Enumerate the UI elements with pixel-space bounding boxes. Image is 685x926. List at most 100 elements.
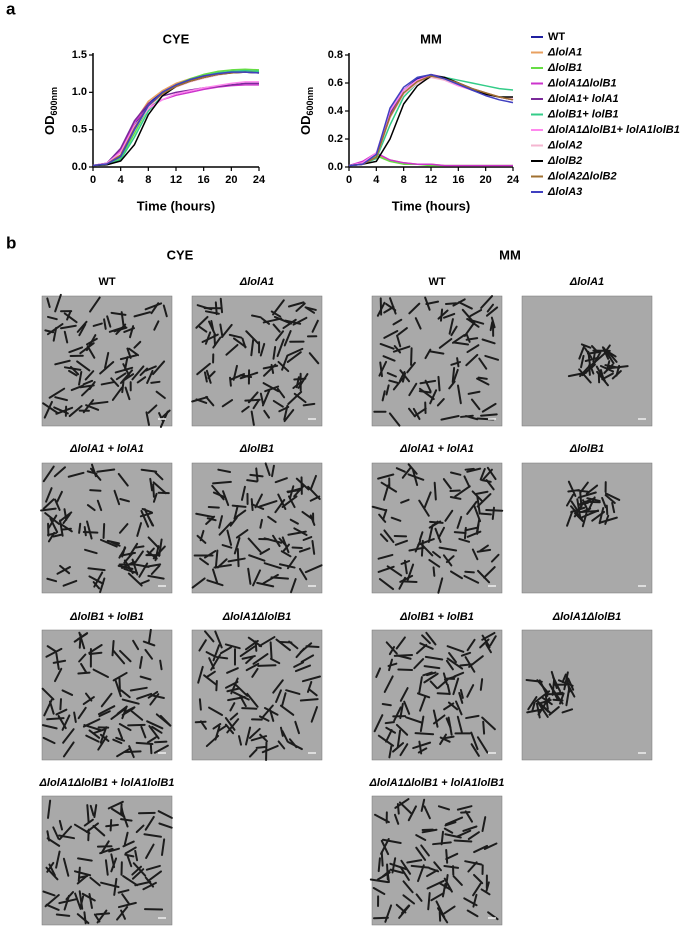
cell [59,564,71,575]
cell [55,913,71,917]
cell [93,728,107,734]
cell [123,831,129,846]
cell [395,723,409,736]
legend-label: ΔlolB1 [547,62,582,74]
cell [239,695,247,708]
cell [290,578,297,594]
cell [428,520,442,529]
cell [123,567,139,574]
cell [292,316,308,326]
cell [201,333,219,344]
cell [52,533,63,538]
cell [146,369,154,384]
cell [553,691,564,695]
cell [444,302,458,305]
cell [376,301,386,317]
cell [73,711,77,723]
cell [110,807,126,818]
cell [430,892,445,902]
cell [83,724,102,732]
cell [110,311,127,316]
cell [152,481,167,495]
cell [117,728,124,740]
cell [145,843,155,860]
cell [418,531,424,541]
cell [383,675,394,693]
cell [400,498,410,504]
cell [418,499,430,517]
cell [450,325,458,337]
cell [392,742,405,753]
cell [229,516,238,527]
cell [464,860,483,866]
cell [263,537,283,544]
cell [263,363,277,377]
cell [415,846,427,861]
cell [103,318,107,330]
cell [254,640,258,652]
cell [276,387,286,399]
cell [250,338,255,357]
cell [432,566,436,577]
cell [83,911,87,925]
cell [212,644,221,662]
cell [380,481,398,493]
cell [281,495,298,508]
cell [206,670,216,678]
cell [565,493,575,507]
cell [108,847,120,853]
cell [144,563,162,568]
cell [453,671,465,678]
cell [221,399,234,408]
cell [385,729,393,743]
cell [212,336,222,349]
y-tick-label: 0.0 [72,161,87,173]
cell [259,518,263,529]
cell [259,342,266,357]
cell [380,839,390,856]
image-label: WT [98,276,115,288]
cell [293,527,308,536]
cell [453,341,470,346]
cell [586,497,601,502]
cell [379,342,395,350]
image-label: ΔlolB1 [239,443,274,455]
cell [407,463,418,475]
cell [371,505,387,512]
cell [482,720,486,735]
cell [615,364,621,377]
cell [456,715,463,734]
cell [465,337,479,341]
cell [278,640,293,644]
cell [78,631,86,650]
x-tick-label: 24 [507,174,520,186]
cell [443,865,460,869]
cell [481,634,491,649]
cell [306,307,316,314]
cell [563,671,569,691]
cell [304,564,323,574]
cell [204,331,212,345]
cell [598,507,605,525]
cell [604,494,616,504]
cell [120,909,126,920]
cell [136,522,143,537]
cell [423,491,432,509]
cell [205,515,216,525]
cell [207,506,220,509]
cell [388,745,393,759]
cell [392,345,411,353]
cell [92,581,101,590]
cell [42,465,55,483]
cell [302,536,313,541]
cell [148,725,160,740]
cell [463,574,480,584]
cell [89,804,95,817]
cell [298,567,308,581]
cell [426,879,445,890]
cell [463,897,478,907]
cell [269,657,281,665]
cell [214,725,221,741]
cell [382,355,396,362]
cell [375,667,382,679]
